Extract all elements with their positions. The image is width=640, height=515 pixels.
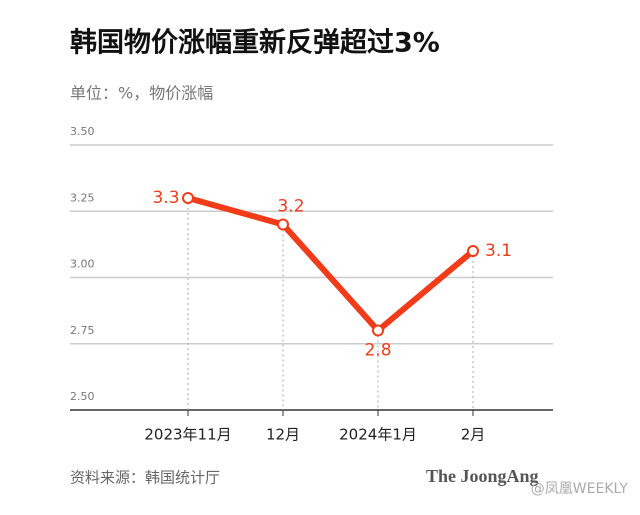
chart-title: 韩国物价涨幅重新反弹超过3% <box>70 27 440 59</box>
line <box>187 195 475 334</box>
x-tick-label: 12月 <box>266 426 300 444</box>
y-tick-label: 2.50 <box>70 390 95 403</box>
point <box>372 324 384 337</box>
y-tick-label: 2.75 <box>70 324 95 337</box>
data-label: 2.8 <box>364 341 391 361</box>
watermark: @凤凰WEEKLY <box>531 481 629 497</box>
x-tick-label: 2023年11月 <box>144 426 231 444</box>
data-label: 3.2 <box>277 197 304 217</box>
point <box>182 192 194 204</box>
chart-subtitle: 单位：%，物价涨幅 <box>70 84 213 103</box>
point <box>467 245 479 257</box>
source: 资料来源：韩国统计厅 <box>70 469 220 487</box>
x-tick-label: 2024年1月 <box>339 426 417 444</box>
point <box>277 218 289 231</box>
y-tick-label: 3.50 <box>70 125 95 138</box>
y-tick-label: 3.25 <box>70 191 95 204</box>
data-label: 3.3 <box>152 188 179 208</box>
logo: The JoongAng <box>426 466 539 486</box>
x-tick-label: 2月 <box>461 426 486 444</box>
y-tick-label: 3.00 <box>70 258 95 271</box>
data-label: 3.1 <box>485 241 512 261</box>
